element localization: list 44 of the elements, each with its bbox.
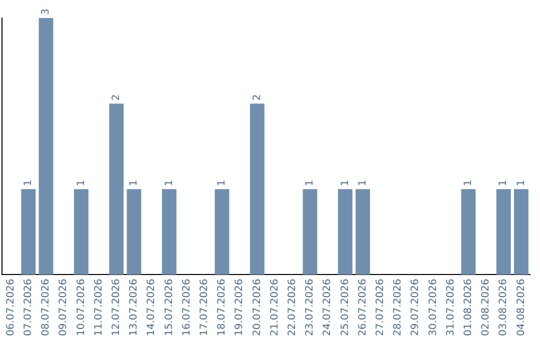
x-tick-label: 25.07.2026 bbox=[340, 278, 351, 336]
x-tick-label: 07.07.2026 bbox=[22, 278, 34, 336]
x-tick-label: 19.07.2026 bbox=[234, 278, 246, 336]
data-label: 1 bbox=[340, 180, 351, 186]
x-tick-label: 27.07.2026 bbox=[374, 278, 386, 336]
x-tick-label: 30.07.2026 bbox=[428, 278, 439, 336]
data-label: 1 bbox=[128, 180, 140, 186]
data-label: 1 bbox=[164, 180, 175, 186]
data-label: 1 bbox=[22, 180, 34, 186]
x-tick-label: 09.07.2026 bbox=[58, 278, 70, 336]
x-tick-label: 15.07.2026 bbox=[164, 278, 175, 336]
data-label: 2 bbox=[110, 94, 122, 101]
x-tick-label: 28.07.2026 bbox=[392, 278, 404, 336]
x-tick-label: 01.08.2026 bbox=[462, 278, 474, 336]
x-tick-label: 16.07.2026 bbox=[181, 278, 192, 336]
x-tick-label: 14.07.2026 bbox=[146, 278, 158, 336]
x-tick-label: 22.07.2026 bbox=[286, 278, 298, 336]
x-tick-label: 12.07.2026 bbox=[110, 278, 122, 336]
x-tick-label: 10.07.2026 bbox=[76, 278, 87, 336]
x-tick-label: 18.07.2026 bbox=[216, 278, 228, 336]
data-label: 3 bbox=[40, 8, 52, 15]
x-tick-label: 21.07.2026 bbox=[269, 278, 280, 336]
x-tick-label: 20.07.2026 bbox=[252, 278, 263, 336]
data-label: 1 bbox=[357, 180, 368, 186]
data-label: 1 bbox=[462, 180, 474, 186]
x-tick-label: 31.07.2026 bbox=[445, 278, 456, 336]
x-tick-label: 04.08.2026 bbox=[516, 278, 527, 336]
x-tick-label: 02.08.2026 bbox=[480, 278, 492, 336]
data-label: 1 bbox=[516, 180, 527, 186]
x-tick-label: 24.07.2026 bbox=[322, 278, 334, 336]
x-tick-label: 03.08.2026 bbox=[498, 278, 510, 336]
data-label: 1 bbox=[76, 180, 87, 186]
x-tick-label: 06.07.2026 bbox=[5, 278, 16, 336]
data-label: 1 bbox=[216, 180, 228, 186]
x-tick-label: 17.07.2026 bbox=[198, 278, 210, 336]
x-tick-label: 08.07.2026 bbox=[40, 278, 52, 336]
data-label: 2 bbox=[252, 94, 263, 101]
x-tick-label: 13.07.2026 bbox=[128, 278, 140, 336]
x-tick-label: 11.07.2026 bbox=[93, 278, 104, 336]
x-tick-label: 26.07.2026 bbox=[357, 278, 368, 336]
data-label: 1 bbox=[304, 180, 316, 186]
data-label: 1 bbox=[498, 180, 510, 186]
x-tick-label: 23.07.2026 bbox=[304, 278, 316, 336]
x-tick-label: 29.07.2026 bbox=[410, 278, 422, 336]
